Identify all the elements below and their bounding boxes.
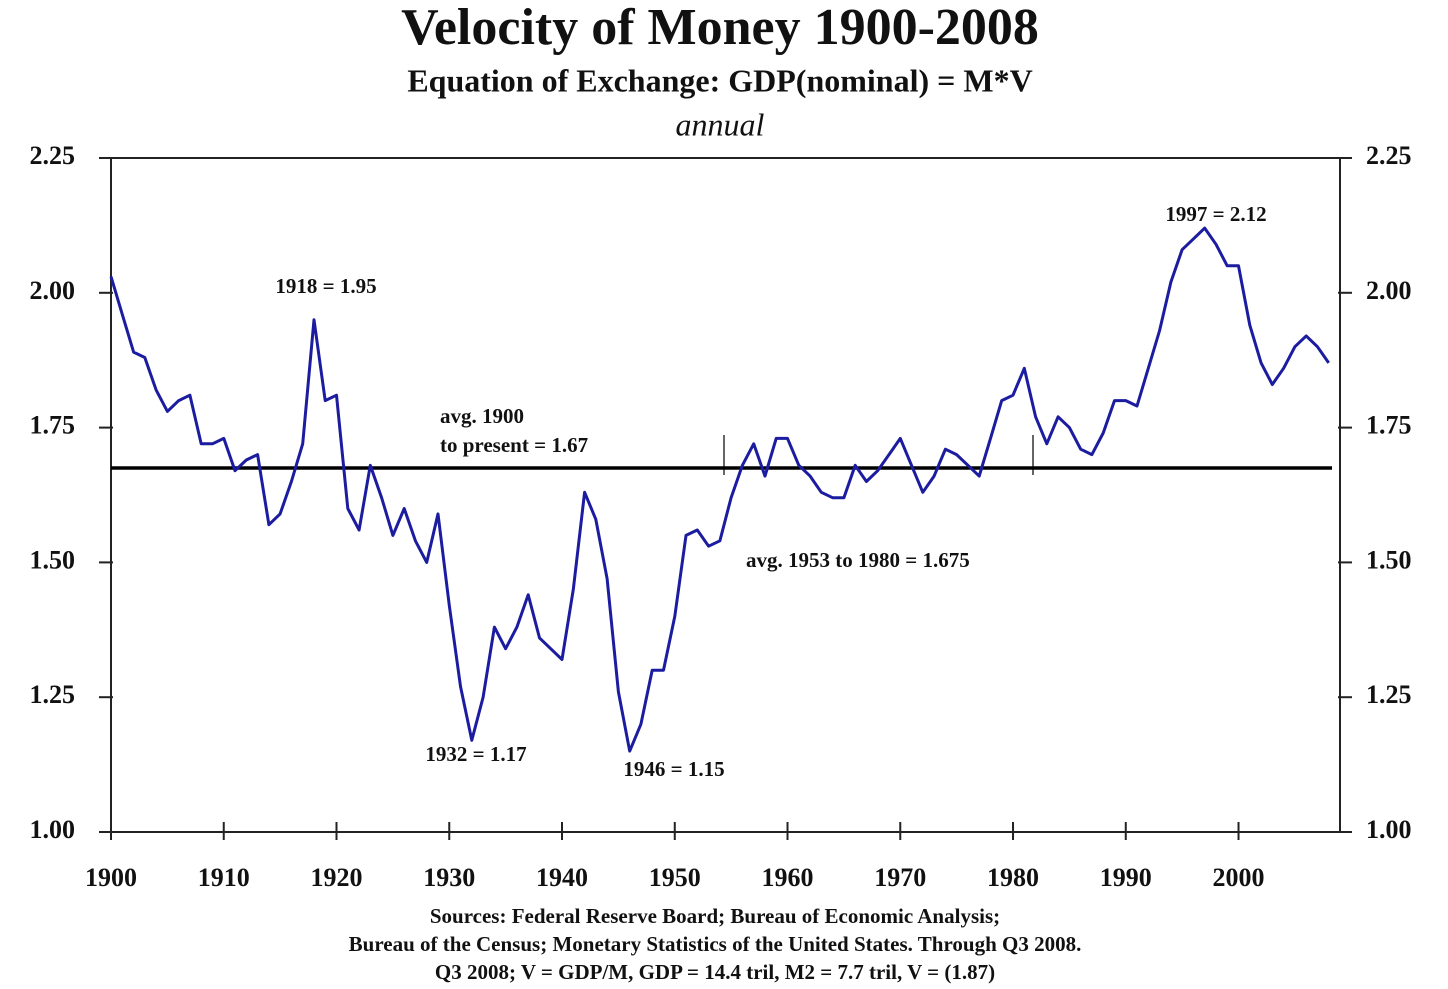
y2-tick-label: 1.00	[1366, 815, 1412, 844]
x-tick-label: 1970	[874, 863, 926, 892]
y2-tick-label: 2.00	[1366, 276, 1412, 305]
data-line	[109, 226, 1330, 753]
source-note: Bureau of the Census; Monetary Statistic…	[349, 932, 1082, 956]
annotation: 1946 = 1.15	[623, 757, 724, 781]
x-tick-label: 1950	[649, 863, 701, 892]
x-tick-label: 2000	[1213, 863, 1265, 892]
chart-title: Velocity of Money 1900-2008	[401, 0, 1039, 56]
annotation: avg. 1900	[440, 404, 524, 428]
source-note: Sources: Federal Reserve Board; Bureau o…	[430, 904, 1000, 928]
y-tick-label: 1.75	[30, 411, 76, 440]
chart-subtitle: Equation of Exchange: GDP(nominal) = M*V	[407, 62, 1032, 98]
y2-tick-label: 1.50	[1366, 545, 1412, 574]
y-tick-label: 1.00	[30, 815, 76, 844]
y2-tick-label: 1.25	[1366, 680, 1412, 709]
y-tick-label: 2.00	[30, 276, 76, 305]
x-tick-label: 1940	[536, 863, 588, 892]
y2-tick-label: 2.25	[1366, 141, 1412, 170]
x-tick-label: 1980	[987, 863, 1039, 892]
x-tick-label: 1900	[85, 863, 137, 892]
x-tick-label: 1930	[423, 863, 475, 892]
chart-subtitle: annual	[676, 106, 765, 142]
y-tick-label: 1.50	[30, 545, 76, 574]
annotation: avg. 1953 to 1980 = 1.675	[746, 548, 970, 572]
x-tick-label: 1960	[762, 863, 814, 892]
annotation: 1997 = 2.12	[1165, 202, 1266, 226]
annotation: 1918 = 1.95	[275, 274, 376, 298]
source-note: Q3 2008; V = GDP/M, GDP = 14.4 tril, M2 …	[435, 960, 995, 984]
y-tick-label: 1.25	[30, 680, 76, 709]
x-tick-label: 1910	[198, 863, 250, 892]
x-tick-label: 1920	[311, 863, 363, 892]
plot-frame	[110, 157, 1341, 833]
annotation: to present = 1.67	[440, 433, 588, 457]
annotation: 1932 = 1.17	[425, 742, 526, 766]
y-tick-label: 2.25	[30, 141, 76, 170]
x-tick-label: 1990	[1100, 863, 1152, 892]
y2-tick-label: 1.75	[1366, 411, 1412, 440]
